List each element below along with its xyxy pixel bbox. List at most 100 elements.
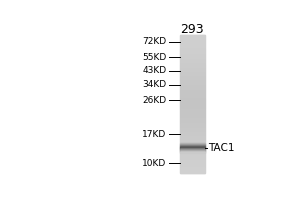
Bar [181, 96, 205, 97]
Bar [181, 93, 205, 94]
Bar [181, 66, 205, 67]
Bar [181, 120, 205, 121]
Bar [181, 109, 205, 110]
Bar [181, 67, 205, 68]
Bar [181, 114, 205, 115]
Bar [181, 60, 205, 61]
Bar [181, 42, 205, 43]
Bar [181, 65, 205, 66]
Bar [181, 110, 205, 111]
Bar [181, 112, 205, 113]
Bar [181, 154, 205, 155]
Bar [181, 43, 205, 44]
Bar [181, 116, 205, 117]
Bar [181, 151, 205, 152]
Bar [181, 144, 205, 145]
Bar [181, 143, 205, 144]
Bar [181, 99, 205, 100]
Bar [181, 69, 205, 70]
Bar [181, 129, 205, 130]
Bar [181, 70, 205, 71]
Bar [181, 166, 205, 167]
Bar [181, 40, 205, 41]
Bar [181, 75, 205, 76]
Bar [181, 90, 205, 91]
Bar [181, 47, 205, 48]
Bar [181, 133, 205, 134]
Bar [181, 167, 205, 168]
Bar [181, 86, 205, 87]
Bar [181, 68, 205, 69]
Bar [181, 103, 205, 104]
Bar [181, 44, 205, 45]
Bar [181, 87, 205, 88]
Bar [181, 74, 205, 75]
Bar [181, 135, 205, 136]
Bar [181, 37, 205, 38]
Bar [181, 148, 205, 149]
Bar [181, 88, 205, 89]
Bar [181, 45, 205, 46]
Bar [181, 71, 205, 72]
Bar [181, 164, 205, 165]
Bar [181, 123, 205, 124]
Bar [181, 84, 205, 85]
Bar [181, 128, 205, 129]
Bar [181, 36, 205, 37]
Bar [181, 58, 205, 59]
Bar [181, 107, 205, 108]
Bar [181, 126, 205, 127]
Bar [181, 142, 205, 143]
Text: 293: 293 [180, 23, 204, 36]
Bar [181, 57, 205, 58]
Bar [181, 136, 205, 137]
Text: 72KD: 72KD [142, 37, 167, 46]
Bar [181, 131, 205, 132]
Bar [181, 171, 205, 172]
Bar [181, 73, 205, 74]
Bar [181, 115, 205, 116]
Bar [181, 80, 205, 81]
Bar [181, 76, 205, 77]
Bar [181, 169, 205, 170]
Bar [181, 161, 205, 162]
Bar [181, 91, 205, 92]
Text: 17KD: 17KD [142, 130, 166, 139]
Bar [181, 53, 205, 54]
Bar [181, 101, 205, 102]
Bar [181, 97, 205, 98]
Bar [181, 55, 205, 56]
Bar [181, 94, 205, 95]
Bar [181, 172, 205, 173]
Bar [181, 95, 205, 96]
Text: TAC1: TAC1 [208, 143, 235, 153]
Bar [181, 64, 205, 65]
Bar [181, 106, 205, 107]
Bar [181, 100, 205, 101]
Bar [181, 35, 205, 36]
Bar [181, 124, 205, 125]
Bar [181, 113, 205, 114]
Bar [181, 141, 205, 142]
Bar [181, 111, 205, 112]
Bar [181, 48, 205, 49]
Bar [181, 83, 205, 84]
Bar [181, 59, 205, 60]
Bar [181, 98, 205, 99]
Bar [181, 49, 205, 50]
Bar [181, 145, 205, 146]
Text: 34KD: 34KD [142, 80, 167, 89]
Bar [181, 118, 205, 119]
Bar [181, 56, 205, 57]
Bar [181, 125, 205, 126]
Bar [181, 162, 205, 163]
Bar [181, 159, 205, 160]
Bar [181, 140, 205, 141]
Bar [181, 39, 205, 40]
Bar [181, 104, 205, 105]
Bar [181, 127, 205, 128]
Bar [181, 121, 205, 122]
Bar [181, 82, 205, 83]
Bar [181, 38, 205, 39]
Bar [181, 78, 205, 79]
